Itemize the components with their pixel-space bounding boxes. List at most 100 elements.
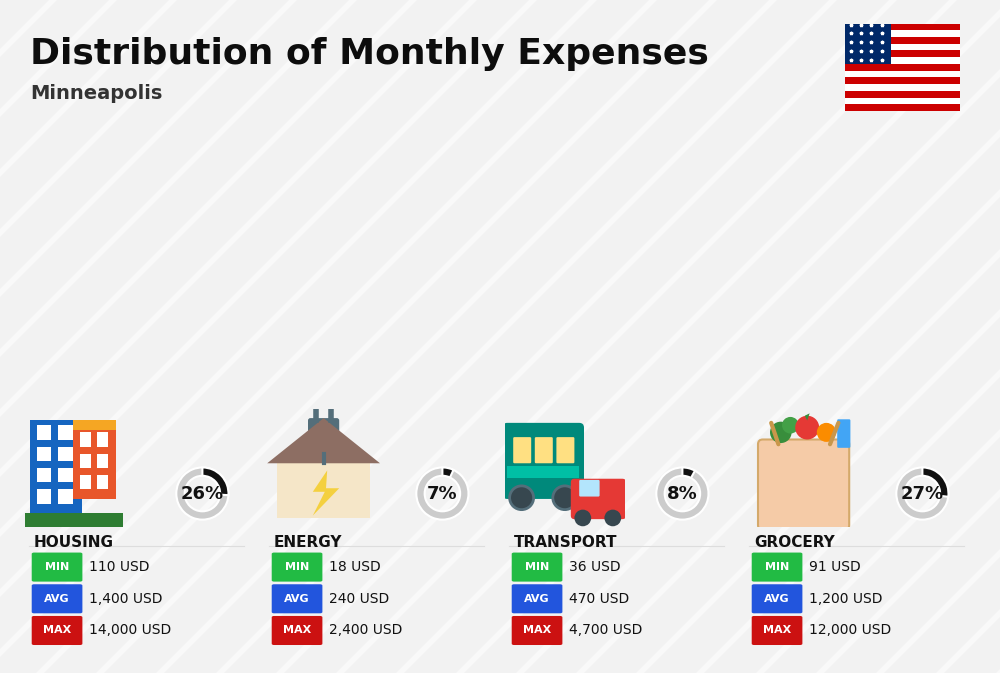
- FancyBboxPatch shape: [512, 553, 562, 581]
- Circle shape: [604, 509, 621, 526]
- Bar: [845, 44, 960, 50]
- Text: 14,000 USD: 14,000 USD: [89, 623, 172, 637]
- Text: Distribution of Monthly Expenses: Distribution of Monthly Expenses: [30, 37, 709, 71]
- Bar: [845, 84, 960, 91]
- Text: 1,400 USD: 1,400 USD: [89, 592, 163, 606]
- Text: 4,700 USD: 4,700 USD: [569, 623, 643, 637]
- Text: GROCERY: GROCERY: [754, 536, 835, 551]
- FancyBboxPatch shape: [97, 454, 108, 468]
- FancyBboxPatch shape: [571, 479, 626, 519]
- Text: MIN: MIN: [45, 562, 69, 572]
- Text: 110 USD: 110 USD: [89, 560, 150, 574]
- FancyBboxPatch shape: [272, 616, 322, 645]
- FancyBboxPatch shape: [308, 418, 339, 456]
- Text: 18 USD: 18 USD: [329, 560, 381, 574]
- Text: 240 USD: 240 USD: [329, 592, 390, 606]
- FancyBboxPatch shape: [58, 468, 73, 483]
- Wedge shape: [656, 468, 708, 520]
- FancyBboxPatch shape: [30, 421, 82, 518]
- Circle shape: [574, 509, 591, 526]
- FancyBboxPatch shape: [37, 425, 51, 439]
- FancyBboxPatch shape: [272, 584, 322, 613]
- FancyBboxPatch shape: [58, 425, 73, 439]
- Wedge shape: [202, 468, 228, 495]
- FancyBboxPatch shape: [272, 553, 322, 581]
- FancyBboxPatch shape: [97, 475, 108, 489]
- FancyBboxPatch shape: [25, 513, 123, 528]
- Text: MAX: MAX: [43, 625, 71, 635]
- Bar: [845, 91, 960, 98]
- Text: MAX: MAX: [283, 625, 311, 635]
- Text: 27%: 27%: [901, 485, 944, 503]
- Circle shape: [553, 486, 577, 509]
- FancyBboxPatch shape: [752, 553, 802, 581]
- FancyBboxPatch shape: [58, 489, 73, 503]
- Wedge shape: [416, 468, 468, 520]
- Bar: [845, 64, 960, 71]
- FancyBboxPatch shape: [507, 466, 579, 478]
- FancyBboxPatch shape: [32, 553, 82, 581]
- FancyBboxPatch shape: [73, 421, 116, 430]
- FancyBboxPatch shape: [556, 437, 574, 463]
- Text: MIN: MIN: [285, 562, 309, 572]
- FancyBboxPatch shape: [502, 423, 584, 499]
- FancyBboxPatch shape: [512, 616, 562, 645]
- FancyBboxPatch shape: [513, 437, 531, 463]
- FancyBboxPatch shape: [58, 447, 73, 461]
- Wedge shape: [896, 468, 948, 520]
- FancyBboxPatch shape: [32, 584, 82, 613]
- FancyBboxPatch shape: [535, 437, 553, 463]
- FancyBboxPatch shape: [752, 584, 802, 613]
- Text: 8%: 8%: [667, 485, 698, 503]
- Text: AVG: AVG: [44, 594, 70, 604]
- Bar: [845, 37, 960, 44]
- FancyBboxPatch shape: [758, 439, 849, 530]
- Wedge shape: [682, 468, 695, 478]
- Wedge shape: [922, 468, 948, 497]
- FancyBboxPatch shape: [579, 480, 600, 497]
- Circle shape: [817, 423, 836, 442]
- Text: Minneapolis: Minneapolis: [30, 84, 162, 103]
- Text: AVG: AVG: [764, 594, 790, 604]
- Text: 91 USD: 91 USD: [809, 560, 861, 574]
- Text: 7%: 7%: [427, 485, 458, 503]
- Polygon shape: [805, 413, 810, 421]
- FancyBboxPatch shape: [512, 584, 562, 613]
- Text: MAX: MAX: [523, 625, 551, 635]
- FancyBboxPatch shape: [80, 454, 91, 468]
- Text: 12,000 USD: 12,000 USD: [809, 623, 892, 637]
- FancyBboxPatch shape: [37, 447, 51, 461]
- FancyBboxPatch shape: [37, 489, 51, 503]
- Bar: [845, 98, 960, 104]
- Text: HOUSING: HOUSING: [34, 536, 114, 551]
- Polygon shape: [267, 418, 380, 463]
- Wedge shape: [176, 468, 228, 520]
- Circle shape: [770, 422, 792, 443]
- Bar: [845, 57, 960, 64]
- FancyBboxPatch shape: [37, 468, 51, 483]
- Bar: [845, 30, 960, 37]
- Text: MAX: MAX: [763, 625, 791, 635]
- Text: 36 USD: 36 USD: [569, 560, 621, 574]
- Bar: [845, 104, 960, 111]
- Circle shape: [795, 416, 819, 439]
- Polygon shape: [277, 463, 370, 518]
- FancyBboxPatch shape: [73, 421, 116, 499]
- FancyBboxPatch shape: [32, 616, 82, 645]
- Text: AVG: AVG: [524, 594, 550, 604]
- Text: MIN: MIN: [765, 562, 789, 572]
- Bar: [845, 24, 960, 30]
- FancyBboxPatch shape: [80, 432, 91, 447]
- FancyBboxPatch shape: [752, 616, 802, 645]
- Text: MIN: MIN: [525, 562, 549, 572]
- Circle shape: [510, 486, 534, 509]
- Text: AVG: AVG: [284, 594, 310, 604]
- Bar: [845, 24, 891, 64]
- Bar: [845, 77, 960, 84]
- FancyBboxPatch shape: [80, 475, 91, 489]
- FancyBboxPatch shape: [837, 419, 850, 448]
- Bar: [845, 71, 960, 77]
- Text: 1,200 USD: 1,200 USD: [809, 592, 883, 606]
- FancyBboxPatch shape: [97, 432, 108, 447]
- Wedge shape: [442, 468, 454, 477]
